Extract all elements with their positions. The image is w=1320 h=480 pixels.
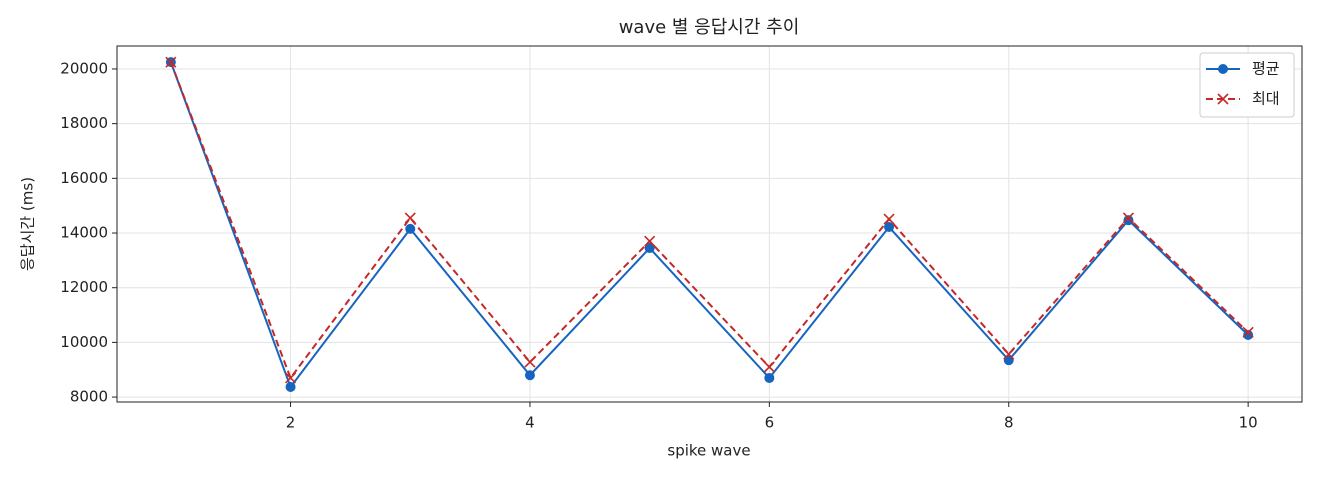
point bbox=[405, 223, 416, 234]
x-tick-label: 6 bbox=[765, 414, 775, 432]
y-axis-label: 응답시간 (ms) bbox=[19, 177, 37, 271]
point bbox=[1003, 348, 1015, 360]
x-tick-label: 4 bbox=[525, 414, 535, 432]
point bbox=[1123, 215, 1134, 226]
y-tick-label: 14000 bbox=[60, 224, 108, 242]
point bbox=[1243, 330, 1254, 341]
point bbox=[764, 372, 775, 383]
y-tick-label: 10000 bbox=[60, 333, 108, 351]
point bbox=[763, 361, 775, 373]
point bbox=[1122, 212, 1135, 224]
point bbox=[1242, 326, 1254, 338]
point bbox=[884, 222, 895, 233]
point bbox=[524, 356, 536, 368]
y-tick-label: 18000 bbox=[60, 114, 108, 132]
chart-title: wave 별 응답시간 추이 bbox=[619, 17, 800, 38]
legend-marker bbox=[1218, 64, 1228, 74]
y-tick-label: 8000 bbox=[70, 388, 108, 406]
legend-label: 평균 bbox=[1252, 60, 1280, 78]
legend-marker bbox=[1217, 93, 1229, 105]
point bbox=[285, 381, 296, 392]
x-tick-label: 8 bbox=[1004, 414, 1014, 432]
x-tick-label: 10 bbox=[1239, 414, 1258, 432]
point bbox=[644, 243, 655, 254]
legend-box bbox=[1199, 52, 1295, 118]
y-tick-label: 20000 bbox=[60, 59, 108, 77]
y-tick-label: 12000 bbox=[60, 278, 108, 296]
series-line bbox=[169, 61, 1249, 390]
point bbox=[644, 235, 656, 247]
y-tick-label: 16000 bbox=[60, 169, 108, 187]
point bbox=[883, 213, 895, 225]
legend-label: 최대 bbox=[1252, 90, 1280, 108]
point bbox=[524, 370, 535, 381]
point bbox=[165, 56, 177, 68]
x-axis-label: spike wave bbox=[667, 442, 750, 460]
point bbox=[404, 212, 416, 224]
point bbox=[284, 372, 297, 384]
x-tick-label: 2 bbox=[286, 414, 296, 432]
series-line bbox=[169, 61, 1249, 380]
plot-frame bbox=[116, 45, 1303, 403]
